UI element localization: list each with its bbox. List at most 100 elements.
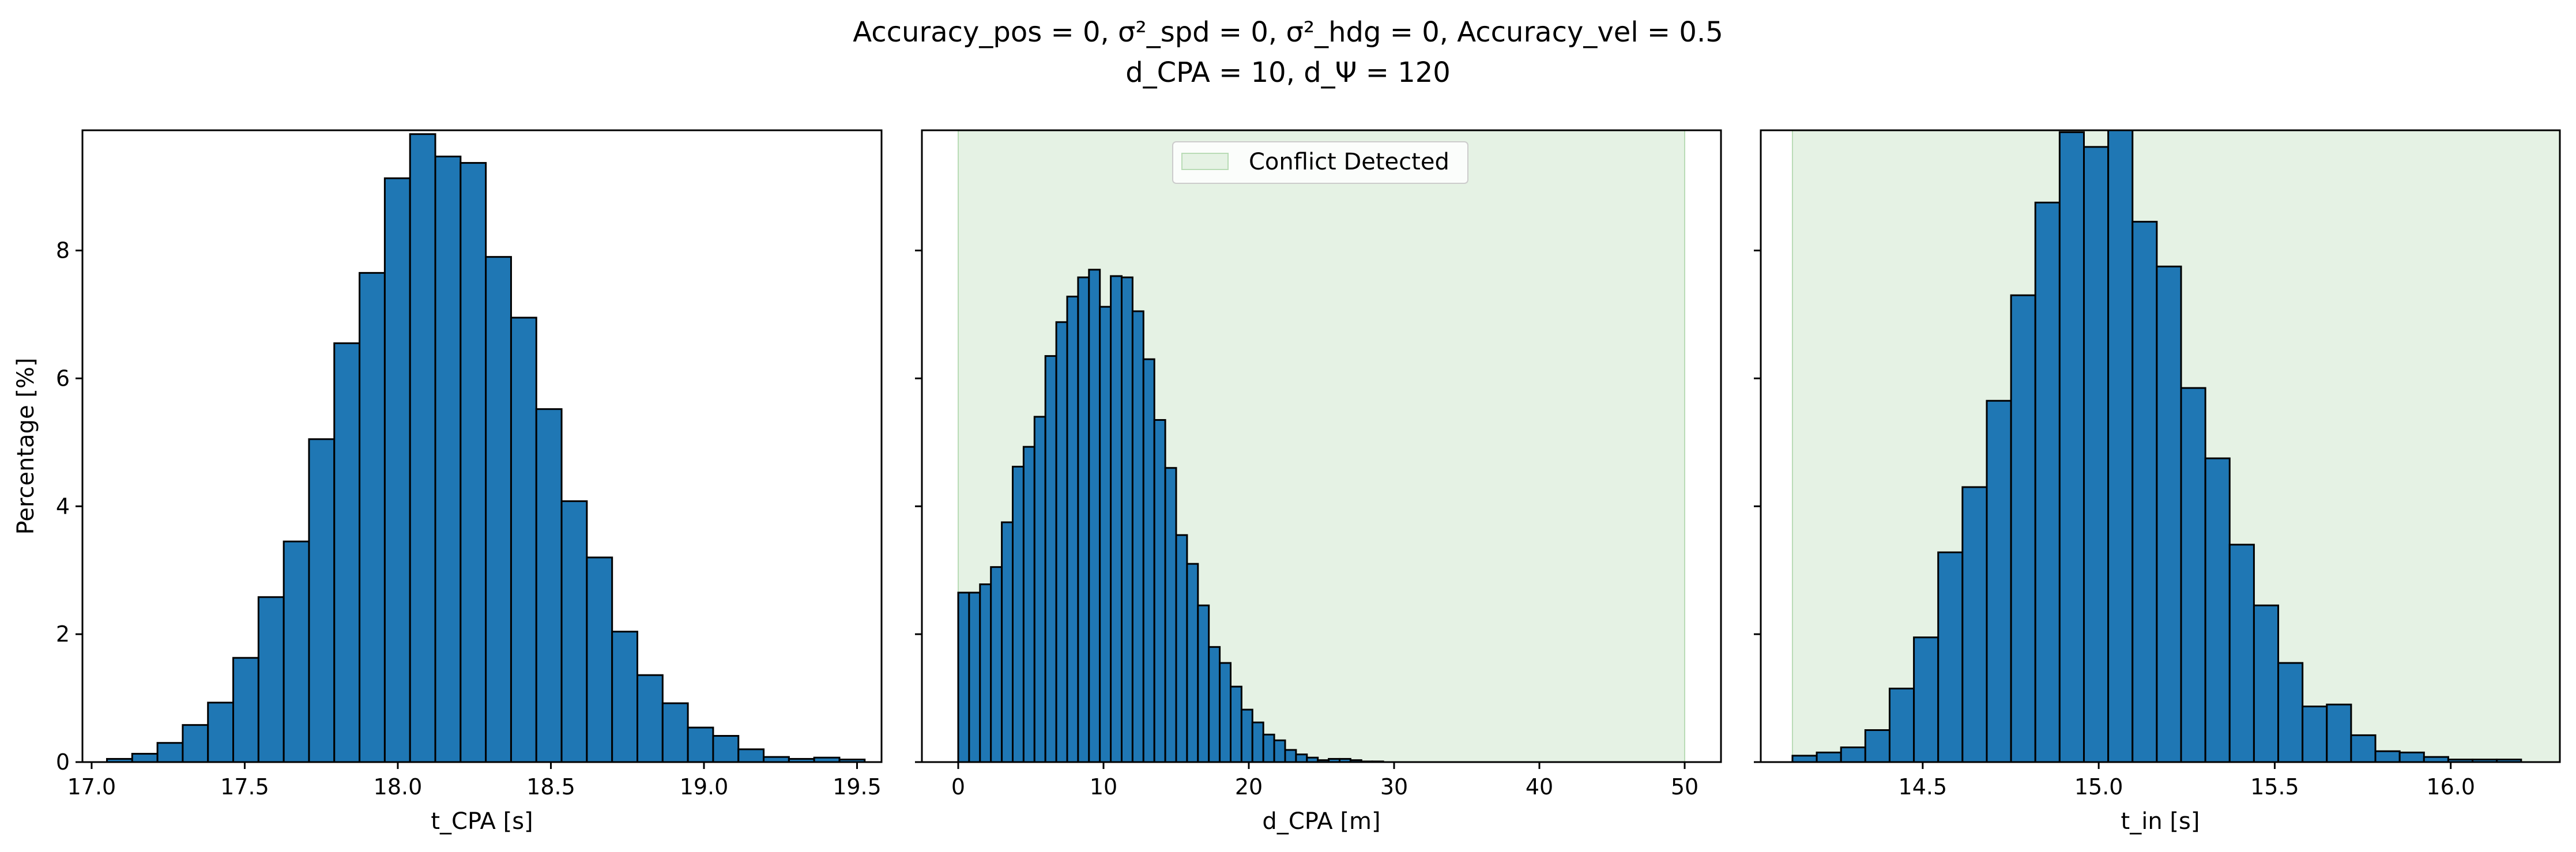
t-cpa-bar xyxy=(283,540,310,763)
d-cpa-bar xyxy=(1273,739,1286,763)
d-cpa-bar xyxy=(1175,534,1188,763)
t-cpa-bar xyxy=(460,162,487,763)
d-cpa-bar xyxy=(1110,275,1123,763)
legend-swatch-conflict-detected xyxy=(1181,153,1229,170)
d-cpa-bar xyxy=(1208,646,1221,763)
t-in-bar xyxy=(2326,703,2352,763)
d-cpa-x-tick-label: 30 xyxy=(1380,774,1408,800)
d-cpa-bar xyxy=(979,583,992,763)
d-cpa-bar xyxy=(1022,446,1035,763)
t-in-bar xyxy=(2010,294,2036,763)
d-cpa-bar xyxy=(1164,467,1177,763)
t-cpa-bar xyxy=(586,556,613,763)
t-cpa-y-tick-label: 6 xyxy=(56,365,70,391)
t-cpa-axes-frame xyxy=(81,129,883,763)
d-cpa-bar xyxy=(1001,521,1014,763)
t-cpa-bar xyxy=(308,438,336,763)
d-cpa-bar xyxy=(1099,306,1112,763)
d-cpa-x-tick-label: 0 xyxy=(951,774,965,800)
d-cpa-bar xyxy=(1012,465,1025,763)
d-cpa-bar xyxy=(1142,358,1155,763)
legend-box xyxy=(1172,141,1468,184)
t-cpa-bar xyxy=(535,408,563,763)
t-cpa-x-tick-label: 17.5 xyxy=(220,774,269,800)
t-cpa-bar xyxy=(182,724,209,763)
t-in-bar xyxy=(2253,604,2280,763)
d-cpa-bar xyxy=(1197,604,1210,763)
d-cpa-bar xyxy=(1033,416,1046,763)
d-cpa-bar xyxy=(1044,355,1057,763)
t-cpa-bar xyxy=(485,256,512,763)
t-in-bar xyxy=(1937,551,1964,763)
d-cpa-bar xyxy=(1219,662,1232,763)
figure-title-line2: d_CPA = 10, d_Ψ = 120 xyxy=(1125,56,1451,89)
t-in-bar xyxy=(2204,457,2231,763)
d-cpa-bar xyxy=(1077,276,1090,763)
d-cpa-x-axis-label: d_CPA [m] xyxy=(1262,808,1380,835)
t-in-bar xyxy=(2350,734,2377,763)
d-cpa-bar xyxy=(990,566,1003,763)
t-cpa-bar xyxy=(383,177,411,763)
t-cpa-y-tick-label: 8 xyxy=(56,238,70,263)
t-in-bar xyxy=(1816,751,1842,763)
t-in-histogram-bars xyxy=(1791,129,2522,763)
t-cpa-bar xyxy=(359,272,386,763)
t-cpa-bar xyxy=(131,753,159,763)
legend-label-conflict-detected: Conflict Detected xyxy=(1249,149,1449,175)
panel-t-cpa: 17.0 17.5 18.0 18.5 19.0 19.5 0 2 4 6 8 t_CPA [s]… xyxy=(13,129,883,835)
t-cpa-bar xyxy=(257,596,285,763)
t-in-x-tick-label: 15.0 xyxy=(2074,774,2123,800)
d-cpa-bar xyxy=(1088,269,1101,763)
t-in-bar xyxy=(2302,705,2328,763)
t-cpa-bar xyxy=(737,748,765,763)
d-cpa-x-tick-label: 50 xyxy=(1671,774,1698,800)
d-cpa-bar xyxy=(1131,310,1144,763)
t-cpa-y-tick-label: 4 xyxy=(56,493,70,519)
d-cpa-x-tick-label: 40 xyxy=(1526,774,1553,800)
t-in-bar xyxy=(2058,131,2085,763)
t-cpa-bar xyxy=(409,133,436,763)
t-in-bar xyxy=(2277,662,2304,763)
t-in-bar xyxy=(2374,750,2401,763)
d-cpa-bar xyxy=(1186,563,1199,763)
t-in-bar xyxy=(2034,201,2061,763)
d-cpa-bar xyxy=(1295,753,1308,763)
t-in-bar xyxy=(1791,755,1818,763)
t-in-bar xyxy=(1864,729,1890,763)
t-cpa-bar xyxy=(611,631,639,763)
t-cpa-bar xyxy=(434,155,462,763)
t-cpa-bar xyxy=(156,742,184,763)
d-cpa-bar xyxy=(1251,721,1264,763)
t-in-bar xyxy=(1961,486,1988,763)
d-cpa-bar xyxy=(1121,276,1133,763)
t-in-bar xyxy=(1986,399,2012,763)
t-cpa-histogram-bars xyxy=(106,133,866,763)
d-cpa-bar xyxy=(1153,419,1166,763)
t-in-bar xyxy=(2156,265,2182,763)
t-in-bar xyxy=(2083,146,2110,763)
t-cpa-bar xyxy=(560,500,588,763)
t-cpa-y-tick-label: 2 xyxy=(56,621,70,647)
d-cpa-x-tick-label: 20 xyxy=(1235,774,1263,800)
d-cpa-x-tick-label: 10 xyxy=(1090,774,1117,800)
d-cpa-bar xyxy=(957,591,970,763)
t-cpa-bar xyxy=(333,342,361,763)
t-in-bar xyxy=(1913,636,1939,763)
d-cpa-bar xyxy=(1055,321,1068,763)
t-cpa-bar xyxy=(232,657,259,763)
d-cpa-bar xyxy=(1066,295,1079,763)
t-in-x-tick-label: 16.0 xyxy=(2426,774,2475,800)
d-cpa-bar xyxy=(1284,749,1297,763)
d-cpa-bar xyxy=(968,591,981,763)
t-in-x-tick-label: 14.5 xyxy=(1899,774,1948,800)
t-cpa-bar xyxy=(637,674,664,763)
t-cpa-x-tick-label: 18.0 xyxy=(374,774,423,800)
d-cpa-bar xyxy=(1262,733,1275,763)
t-in-x-axis-label: t_in [s] xyxy=(2121,808,2200,835)
t-cpa-y-tick-label: 0 xyxy=(56,749,70,775)
t-in-bar xyxy=(2180,387,2206,763)
d-cpa-bar xyxy=(1230,685,1242,763)
legend: Conflict Detected xyxy=(1172,141,1468,184)
y-axis-label: Percentage [%] xyxy=(13,358,39,535)
